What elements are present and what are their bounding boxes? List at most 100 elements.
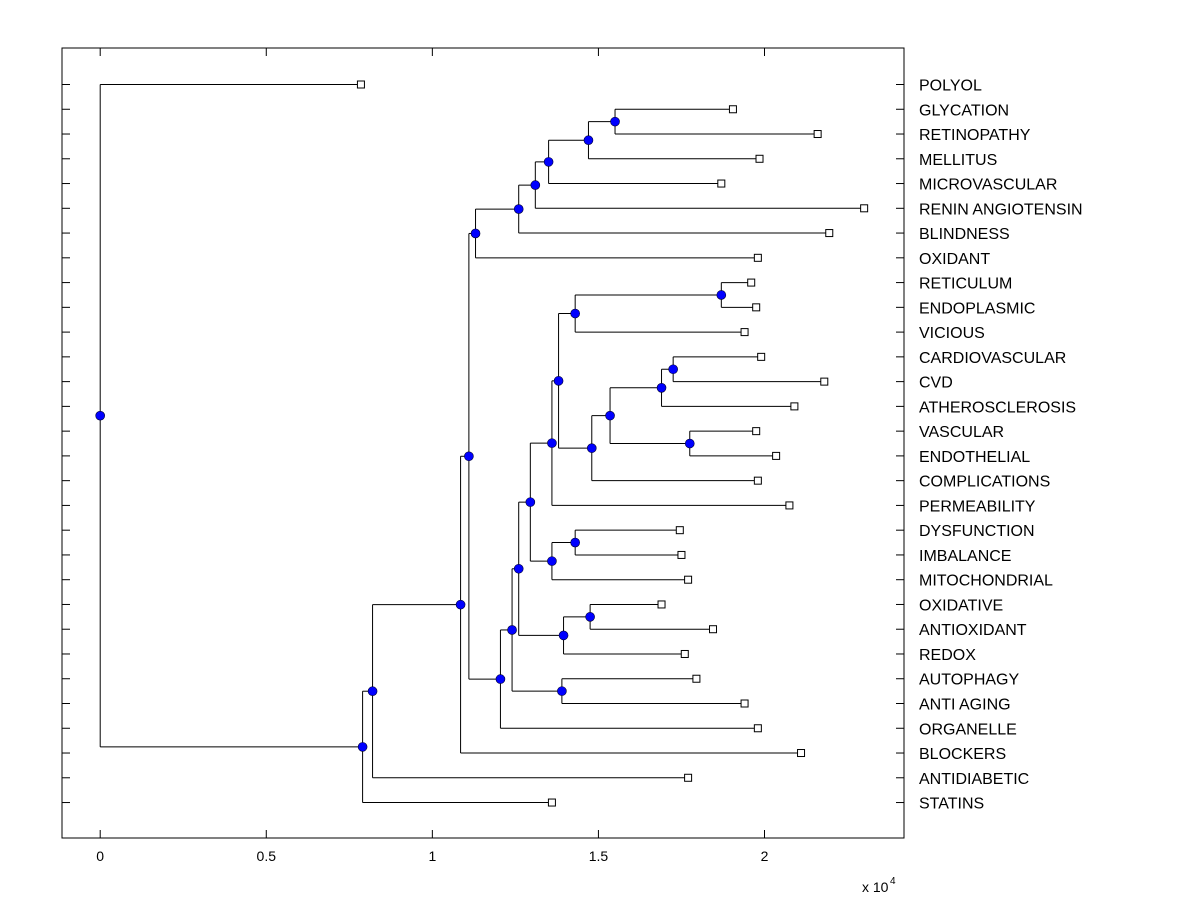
x-tick-label: 0 xyxy=(96,848,104,864)
merge-node-marker xyxy=(95,410,105,421)
merge-node-marker xyxy=(605,410,615,421)
leaf-label: MELLITUS xyxy=(919,152,997,169)
leaf-marker xyxy=(547,798,556,807)
merge-node-marker xyxy=(470,228,481,239)
leaf-marker xyxy=(747,278,756,287)
merge-node-marker xyxy=(547,438,557,448)
merge-node-marker xyxy=(716,290,727,300)
leaf-label: MITOCHONDRIAL xyxy=(919,573,1053,590)
merge-node-marker xyxy=(530,180,541,190)
merge-node-marker xyxy=(583,135,594,146)
leaf-label: ANTIOXIDANT xyxy=(919,622,1027,639)
x-tick-label: 1 xyxy=(428,848,436,864)
merge-node-marker xyxy=(495,674,506,684)
leaf-marker xyxy=(728,105,737,114)
x-multiplier: x 10 xyxy=(862,879,889,895)
leaf-marker xyxy=(740,328,749,337)
leaf-marker xyxy=(860,204,869,213)
leaf-label: PERMEABILITY xyxy=(919,498,1036,515)
leaf-label: OXIDANT xyxy=(919,251,990,268)
merge-node-marker xyxy=(570,308,580,319)
leaf-label: BLINDNESS xyxy=(919,226,1010,243)
x-tick-marks: 0 0.5 1 1.5 2 xyxy=(96,48,769,864)
leaf-label: CVD xyxy=(919,375,953,392)
merge-node-marker xyxy=(455,599,466,610)
leaf-label: ANTIDIABETIC xyxy=(919,771,1029,788)
merge-node-marker xyxy=(656,383,667,393)
x-tick-label: 2 xyxy=(761,848,769,864)
leaf-marker xyxy=(675,526,684,535)
leaf-label: OXIDATIVE xyxy=(919,597,1003,614)
leaf-marker xyxy=(684,773,693,782)
merge-node-marker xyxy=(543,157,554,167)
leaf-marker xyxy=(772,451,781,460)
leaf-marker xyxy=(717,179,726,188)
leaf-label: BLOCKERS xyxy=(919,746,1006,763)
y-tick-marks xyxy=(62,84,904,804)
merge-node-marker xyxy=(367,686,378,697)
leaf-marker xyxy=(677,550,686,559)
merge-node-marker xyxy=(570,537,580,548)
leaf-label: STATINS xyxy=(919,796,984,813)
leaf-marker xyxy=(797,749,806,758)
leaf-marker xyxy=(813,130,822,139)
leaf-label: RETINOPATHY xyxy=(919,127,1031,144)
merge-node-marker xyxy=(553,376,564,386)
leaf-label: ANTI AGING xyxy=(919,697,1011,714)
x-multiplier-exponent: 4 xyxy=(890,876,896,887)
leaf-marker xyxy=(790,402,799,411)
merge-nodes xyxy=(95,116,727,752)
leaf-label: COMPLICATIONS xyxy=(919,474,1050,491)
leaf-label: AUTOPHAGY xyxy=(919,672,1020,689)
leaf-marker xyxy=(753,253,762,262)
merge-node-marker xyxy=(547,556,557,566)
merge-node-marker xyxy=(586,443,597,453)
leaf-label: ATHEROSCLEROSIS xyxy=(919,399,1076,416)
merge-node-marker xyxy=(525,497,536,507)
leaf-label: VASCULAR xyxy=(919,424,1004,441)
leaf-marker xyxy=(820,377,829,386)
merge-node-marker xyxy=(558,630,569,641)
merge-node-marker xyxy=(513,204,524,214)
leaf-marker xyxy=(740,699,749,708)
x-tick-label: 1.5 xyxy=(589,848,609,864)
merge-node-marker xyxy=(610,116,620,127)
leaf-label: VICIOUS xyxy=(919,325,985,342)
leaf-marker xyxy=(692,674,701,683)
leaf-marker xyxy=(757,352,766,361)
leaf-label: POLYOL xyxy=(919,78,982,95)
leaf-label: REDOX xyxy=(919,647,976,664)
leaf-marker xyxy=(684,575,693,584)
leaf-marker xyxy=(752,427,761,436)
leaf-marker xyxy=(755,154,764,163)
leaf-label: RETICULUM xyxy=(919,276,1012,293)
merge-node-marker xyxy=(507,625,517,635)
merge-node-marker xyxy=(357,742,368,752)
leaf-marker xyxy=(753,724,762,733)
leaf-marker xyxy=(680,649,689,658)
merge-node-marker xyxy=(585,612,595,622)
leaf-label: CARDIOVASCULAR xyxy=(919,350,1066,367)
merge-node-marker xyxy=(668,364,678,375)
merge-node-marker xyxy=(513,563,524,574)
leaf-marker xyxy=(825,229,834,238)
leaf-label: ENDOTHELIAL xyxy=(919,449,1030,466)
plot-area xyxy=(61,47,905,839)
leaf-marker xyxy=(752,303,761,312)
leaf-label: IMBALANCE xyxy=(919,548,1011,565)
leaf-label: MICROVASCULAR xyxy=(919,177,1057,194)
leaf-marker xyxy=(657,600,666,609)
merge-node-marker xyxy=(684,438,695,449)
leaf-marker xyxy=(785,501,794,510)
leaf-label: ORGANELLE xyxy=(919,721,1017,738)
leaf-marker xyxy=(753,476,762,485)
leaf-label: ENDOPLASMIC xyxy=(919,300,1035,317)
leaf-markers xyxy=(356,80,869,807)
leaf-labels: POLYOL GLYCATION RETINOPATHY MELLITUS MICROV… xyxy=(919,78,1083,813)
merge-node-marker xyxy=(557,686,567,696)
x-tick-label: 0.5 xyxy=(257,848,277,864)
leaf-label: RENIN ANGIOTENSIN xyxy=(919,201,1083,218)
leaf-label: DYSFUNCTION xyxy=(919,523,1035,540)
leaf-marker xyxy=(709,625,718,634)
